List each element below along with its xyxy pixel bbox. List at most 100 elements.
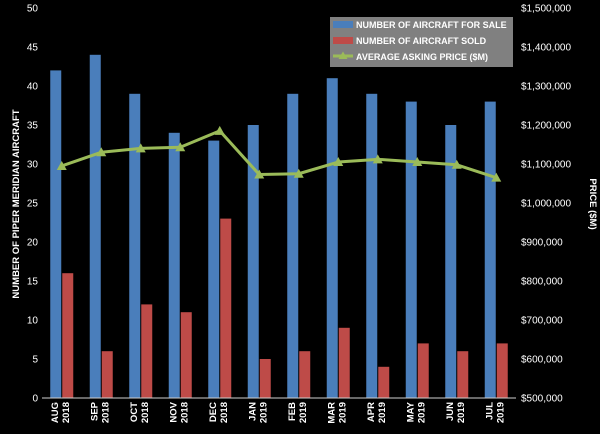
x-tick-year: 2019 — [456, 402, 467, 423]
x-tick-month: JUN — [445, 402, 456, 421]
left-axis-ticks: 0 5 10 15 20 25 30 35 40 45 50 — [27, 4, 39, 405]
bar-for-sale — [247, 125, 259, 398]
x-tick-text: APR2019 — [366, 402, 388, 423]
x-tick-year: 2018 — [219, 402, 230, 423]
x-tick-label: AUG2018 — [50, 402, 72, 423]
x-tick-label: MAY2019 — [405, 401, 427, 423]
left-tick-label: 30 — [27, 160, 39, 171]
bar-for-sale — [287, 93, 299, 399]
bar-for-sale — [326, 78, 338, 398]
right-tick-label: $800,000 — [521, 277, 563, 288]
x-tick-year: 2019 — [298, 402, 309, 423]
bar-for-sale — [208, 140, 220, 398]
x-tick-month: NOV — [168, 401, 179, 422]
x-tick-text: JUL2019 — [484, 402, 506, 423]
left-tick-label: 40 — [27, 82, 39, 93]
right-axis-title: PRICE ($M) — [587, 178, 598, 229]
x-tick-year: 2019 — [377, 402, 388, 423]
x-tick-text: JAN2019 — [247, 402, 269, 423]
price-point — [333, 157, 344, 167]
legend-swatch-sold — [333, 37, 353, 44]
right-tick-label: $900,000 — [521, 238, 563, 249]
bar-sold — [101, 351, 113, 398]
x-tick-month: DEC — [208, 402, 219, 422]
x-tick-text: MAR2019 — [326, 402, 348, 424]
left-tick-label: 45 — [27, 43, 39, 54]
price-point — [96, 147, 107, 157]
right-tick-label: $1,000,000 — [521, 199, 571, 210]
right-tick-label: $1,400,000 — [521, 43, 571, 54]
left-tick-label: 25 — [27, 199, 39, 210]
bar-for-sale — [168, 132, 180, 399]
bar-sold — [417, 343, 429, 398]
price-point — [254, 169, 265, 179]
x-tick-month: MAY — [405, 401, 416, 422]
bar-sold — [299, 351, 311, 398]
right-tick-label: $1,300,000 — [521, 82, 571, 93]
left-tick-label: 15 — [27, 277, 39, 288]
bar-for-sale — [484, 101, 496, 398]
price-point — [372, 154, 383, 164]
x-tick-label: JUL2019 — [484, 402, 506, 423]
x-tick-year: 2019 — [416, 402, 427, 423]
legend-box — [330, 17, 513, 67]
x-tick-label: JUN2019 — [445, 402, 467, 423]
bar-for-sale — [445, 125, 457, 398]
price-point — [293, 168, 304, 178]
x-tick-label: OCT2018 — [129, 402, 151, 423]
price-point — [451, 159, 462, 169]
bar-sold — [62, 273, 74, 398]
x-tick-text: AUG2018 — [50, 402, 72, 423]
price-line — [61, 129, 497, 180]
x-tick-year: 2019 — [495, 402, 506, 423]
x-tick-label: NOV2018 — [168, 401, 190, 423]
x-tick-month: MAR — [326, 402, 337, 424]
right-tick-label: $600,000 — [521, 355, 563, 366]
bar-for-sale — [405, 101, 417, 398]
right-tick-label: $1,100,000 — [521, 160, 571, 171]
x-tick-text: SEP2018 — [89, 401, 111, 423]
x-tick-text: FEB2019 — [287, 402, 309, 423]
x-tick-label: SEP2018 — [89, 401, 111, 423]
price-point — [491, 172, 502, 182]
price-point — [214, 125, 225, 135]
x-tick-month: APR — [366, 402, 377, 422]
x-tick-month: JAN — [247, 402, 258, 421]
right-tick-label: $1,200,000 — [521, 121, 571, 132]
bar-for-sale — [50, 70, 62, 399]
bar-for-sale — [366, 93, 378, 399]
bar-sold — [259, 359, 271, 398]
x-tick-month: JUL — [484, 402, 495, 420]
right-tick-label: $500,000 — [521, 394, 563, 405]
price-point — [412, 157, 423, 167]
x-tick-text: DEC2018 — [208, 402, 230, 423]
x-tick-year: 2018 — [61, 402, 72, 423]
x-tick-month: SEP — [89, 401, 100, 421]
bar-sold — [457, 351, 469, 398]
bar-for-sale — [89, 54, 101, 399]
left-tick-label: 20 — [27, 238, 39, 249]
x-tick-month: AUG — [50, 402, 61, 423]
bar-sold — [338, 327, 350, 398]
legend-label-for-sale: NUMBER OF AIRCRAFT FOR SALE — [356, 20, 507, 30]
bar-sold — [220, 218, 232, 398]
x-tick-label: JAN2019 — [247, 402, 269, 423]
left-tick-label: 35 — [27, 121, 39, 132]
right-axis-ticks: $500,000 $600,000 $700,000 $800,000 $900,000… — [521, 4, 571, 405]
x-tick-label: APR2019 — [366, 402, 388, 423]
legend-swatch-for-sale — [333, 21, 353, 28]
price-point — [56, 160, 67, 170]
left-tick-label: 50 — [27, 4, 39, 15]
left-tick-label: 5 — [32, 355, 38, 366]
x-tick-month: OCT — [129, 402, 140, 422]
bar-sold — [496, 343, 508, 398]
price-point — [175, 142, 186, 152]
x-tick-year: 2019 — [337, 402, 348, 423]
price-point — [135, 143, 146, 153]
x-tick-year: 2019 — [258, 402, 269, 423]
price-line-layer — [56, 125, 502, 182]
x-axis-ticks: AUG2018 SEP2018 OCT2018 NOV2018 DEC2018 JAN20… — [50, 401, 507, 423]
bars — [42, 54, 516, 399]
